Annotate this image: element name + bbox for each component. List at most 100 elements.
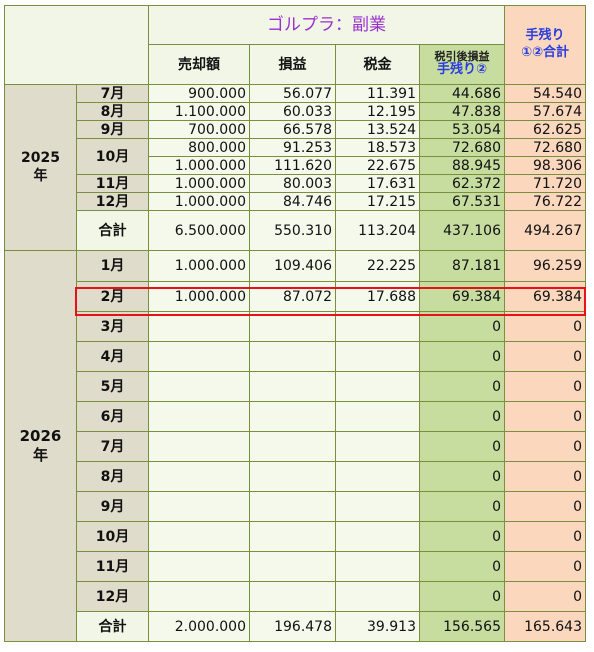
header-total[interactable]: 手残り ①②合計	[504, 5, 586, 85]
sales-cell[interactable]	[148, 311, 250, 342]
tax-cell[interactable]	[335, 341, 420, 372]
month-cell[interactable]: 11月	[76, 551, 149, 582]
tax-cell[interactable]	[335, 551, 420, 582]
sales-cell[interactable]	[148, 461, 250, 492]
year-2026-label[interactable]: 2026 年	[4, 250, 77, 642]
total-cell[interactable]: 0	[504, 461, 586, 492]
sales-cell[interactable]: 1.100.000	[148, 102, 250, 121]
total-cell[interactable]: 0	[504, 311, 586, 342]
total-cell[interactable]: 76.722	[504, 192, 586, 211]
total-cell[interactable]: 0	[504, 401, 586, 432]
profit-cell[interactable]: 84.746	[249, 192, 336, 211]
net-cell[interactable]: 0	[419, 491, 505, 522]
tax-cell[interactable]	[335, 461, 420, 492]
profit-cell[interactable]	[249, 401, 336, 432]
total-cell[interactable]: 96.259	[504, 250, 586, 282]
profit-cell[interactable]	[249, 341, 336, 372]
net-cell[interactable]: 0	[419, 341, 505, 372]
net-cell[interactable]: 0	[419, 461, 505, 492]
tax-cell[interactable]	[335, 431, 420, 462]
sum-tax-2026[interactable]: 39.913	[335, 611, 420, 642]
sum-sales-2025[interactable]: 6.500.000	[148, 210, 250, 251]
profit-cell[interactable]	[249, 371, 336, 402]
profit-cell[interactable]	[249, 311, 336, 342]
tax-cell[interactable]	[335, 311, 420, 342]
net-cell[interactable]: 69.384	[419, 281, 505, 312]
total-cell[interactable]: 71.720	[504, 174, 586, 193]
sales-cell[interactable]	[148, 371, 250, 402]
month-cell[interactable]: 8月	[76, 461, 149, 492]
sales-cell[interactable]	[148, 401, 250, 432]
sales-cell[interactable]	[148, 581, 250, 612]
month-cell[interactable]: 7月	[76, 84, 149, 103]
sales-cell[interactable]	[148, 341, 250, 372]
month-cell[interactable]: 10月	[76, 138, 149, 175]
profit-cell[interactable]: 66.578	[249, 120, 336, 139]
net-cell[interactable]: 0	[419, 431, 505, 462]
sales-cell[interactable]: 800.000	[148, 138, 250, 157]
net-cell[interactable]: 62.372	[419, 174, 505, 193]
total-cell[interactable]: 0	[504, 431, 586, 462]
tax-cell[interactable]: 17.631	[335, 174, 420, 193]
total-cell[interactable]: 0	[504, 341, 586, 372]
sales-cell[interactable]: 700.000	[148, 120, 250, 139]
total-cell[interactable]: 0	[504, 581, 586, 612]
profit-cell[interactable]: 56.077	[249, 84, 336, 103]
profit-cell[interactable]: 111.620	[249, 156, 336, 175]
net-cell[interactable]: 53.054	[419, 120, 505, 139]
sum-total-2026[interactable]: 165.643	[504, 611, 586, 642]
month-cell[interactable]: 4月	[76, 341, 149, 372]
sum-profit-2026[interactable]: 196.478	[249, 611, 336, 642]
month-cell[interactable]: 2月	[76, 281, 149, 312]
net-cell[interactable]: 0	[419, 311, 505, 342]
month-cell[interactable]: 10月	[76, 521, 149, 552]
month-cell[interactable]: 3月	[76, 311, 149, 342]
tax-cell[interactable]: 13.524	[335, 120, 420, 139]
total-cell[interactable]: 0	[504, 491, 586, 522]
total-cell[interactable]: 0	[504, 521, 586, 552]
sales-cell[interactable]: 1.000.000	[148, 174, 250, 193]
tax-cell[interactable]: 11.391	[335, 84, 420, 103]
month-cell[interactable]: 7月	[76, 431, 149, 462]
total-cell[interactable]: 0	[504, 551, 586, 582]
total-cell[interactable]: 54.540	[504, 84, 586, 103]
tax-cell[interactable]: 17.215	[335, 192, 420, 211]
sales-cell[interactable]: 1.000.000	[148, 250, 250, 282]
sales-cell[interactable]	[148, 491, 250, 522]
month-cell[interactable]: 8月	[76, 102, 149, 121]
sales-cell[interactable]	[148, 521, 250, 552]
net-cell[interactable]: 87.181	[419, 250, 505, 282]
total-cell[interactable]: 0	[504, 371, 586, 402]
total-cell[interactable]: 62.625	[504, 120, 586, 139]
net-cell[interactable]: 44.686	[419, 84, 505, 103]
sum-net-2025[interactable]: 437.106	[419, 210, 505, 251]
sum-tax-2025[interactable]: 113.204	[335, 210, 420, 251]
total-cell[interactable]: 69.384	[504, 281, 586, 312]
header-net[interactable]: 税引後損益 手残り②	[419, 44, 505, 85]
total-cell[interactable]: 98.306	[504, 156, 586, 175]
profit-cell[interactable]	[249, 431, 336, 462]
month-cell[interactable]: 5月	[76, 371, 149, 402]
tax-cell[interactable]	[335, 521, 420, 552]
profit-cell[interactable]	[249, 581, 336, 612]
month-cell[interactable]: 12月	[76, 192, 149, 211]
sum-sales-2026[interactable]: 2.000.000	[148, 611, 250, 642]
profit-cell[interactable]: 91.253	[249, 138, 336, 157]
net-cell[interactable]: 67.531	[419, 192, 505, 211]
net-cell[interactable]: 47.838	[419, 102, 505, 121]
net-cell[interactable]: 0	[419, 581, 505, 612]
tax-cell[interactable]: 22.675	[335, 156, 420, 175]
profit-cell[interactable]	[249, 551, 336, 582]
tax-cell[interactable]	[335, 491, 420, 522]
header-profit[interactable]: 損益	[249, 44, 336, 85]
month-cell[interactable]: 11月	[76, 174, 149, 193]
sales-cell[interactable]: 1.000.000	[148, 156, 250, 175]
tax-cell[interactable]: 22.225	[335, 250, 420, 282]
tax-cell[interactable]: 17.688	[335, 281, 420, 312]
year-2025-label[interactable]: 2025 年	[4, 84, 77, 251]
net-cell[interactable]: 0	[419, 521, 505, 552]
total-cell[interactable]: 72.680	[504, 138, 586, 157]
sum-net-2026[interactable]: 156.565	[419, 611, 505, 642]
month-cell[interactable]: 1月	[76, 250, 149, 282]
month-cell[interactable]: 6月	[76, 401, 149, 432]
